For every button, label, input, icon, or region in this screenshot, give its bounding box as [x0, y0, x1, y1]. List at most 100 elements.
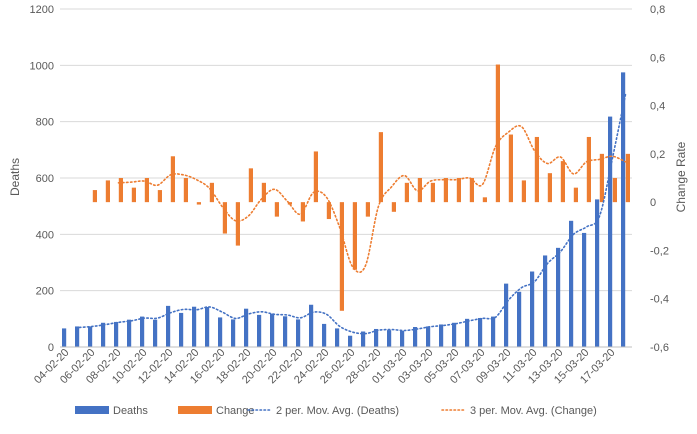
deaths-bar	[309, 304, 314, 347]
deaths-bar	[153, 319, 158, 347]
deaths-bar	[75, 326, 80, 347]
deaths-bar	[608, 116, 613, 347]
deaths-bar	[114, 321, 119, 347]
legend-label: Change	[216, 405, 255, 417]
deaths-bar	[491, 316, 496, 347]
change-bar	[404, 182, 409, 203]
deaths-bar	[452, 322, 457, 347]
deaths-bar	[101, 322, 106, 347]
change-bar	[391, 202, 396, 212]
deaths-bar	[387, 330, 392, 347]
deaths-bar	[621, 72, 626, 347]
deaths-bar	[582, 232, 587, 347]
deaths-bar	[322, 323, 327, 347]
legend-swatch	[178, 406, 212, 414]
deaths-bar	[400, 330, 405, 347]
gridlines	[60, 8, 632, 292]
deaths-bar	[543, 255, 548, 347]
change-bar	[625, 153, 630, 203]
deaths-bar	[244, 308, 249, 347]
change-bar	[326, 202, 331, 220]
y-axis-title: Deaths	[8, 158, 22, 196]
deaths-bar	[413, 327, 418, 347]
y2-tick-label: 0,4	[650, 101, 665, 113]
change-bar	[196, 202, 201, 205]
y-tick-label: 1200	[30, 4, 54, 16]
change-bar	[118, 178, 123, 203]
y2-axis-title: Change Rate	[674, 141, 688, 212]
deaths-bar	[335, 328, 340, 347]
change-bar	[443, 178, 448, 203]
deaths-bar	[62, 328, 67, 347]
deaths-bar	[556, 247, 561, 347]
change-bar	[222, 202, 227, 234]
legend-label: 3 per. Mov. Avg. (Change)	[470, 405, 597, 417]
deaths-bar	[166, 305, 171, 347]
change-bar	[105, 180, 110, 203]
deaths-bar	[218, 317, 223, 347]
change-bar	[469, 178, 474, 203]
deaths-moving-average-line	[78, 93, 627, 335]
y2-tick-label: -0,4	[650, 294, 669, 306]
change-bar	[131, 187, 136, 203]
change-bar	[573, 187, 578, 203]
change-moving-average-line	[117, 124, 627, 274]
deaths-bar	[569, 220, 574, 347]
deaths-bar	[231, 319, 236, 347]
change-bar	[482, 197, 487, 203]
deaths-bar	[127, 319, 132, 347]
deaths-bar	[205, 307, 210, 347]
deaths-bar	[374, 328, 379, 347]
deaths-bar	[140, 316, 145, 347]
deaths-bar	[465, 318, 470, 347]
legend: Deaths Change 2 per. Mov. Avg. (Deaths) 3 p…	[75, 405, 597, 417]
change-bar	[170, 156, 175, 203]
deaths-bar	[179, 312, 184, 347]
change-bar	[430, 182, 435, 203]
y2-tick-label: 0,6	[650, 52, 665, 64]
legend-label: 2 per. Mov. Avg. (Deaths)	[276, 405, 399, 417]
legend-label: Deaths	[113, 405, 148, 417]
y-tick-label: 200	[36, 286, 54, 298]
change-bar	[235, 202, 240, 246]
change-bar	[92, 190, 97, 203]
deaths-bar	[426, 326, 431, 347]
y2-tick-label: 0	[650, 197, 656, 209]
deaths-bar	[361, 331, 366, 347]
y2-tick-label: -0,6	[650, 342, 669, 354]
deaths-bar	[270, 313, 275, 347]
bar-series	[62, 64, 630, 347]
change-bar	[261, 182, 266, 203]
change-bar	[534, 136, 539, 203]
deaths-bar	[257, 314, 262, 347]
legend-swatch	[75, 406, 109, 414]
change-bar	[157, 190, 162, 203]
change-bar	[586, 136, 591, 203]
change-bar	[547, 173, 552, 203]
change-bar	[313, 151, 318, 203]
change-bar	[352, 202, 357, 270]
y-tick-label: 0	[48, 342, 54, 354]
deaths-bar	[192, 306, 197, 347]
change-bar	[248, 168, 253, 203]
deaths-bar	[348, 335, 353, 347]
deaths-bar	[478, 317, 483, 347]
change-bar	[274, 202, 279, 217]
y-tick-label: 400	[36, 229, 54, 241]
deaths-bar	[439, 324, 444, 347]
deaths-bar	[283, 316, 288, 347]
deaths-bar	[504, 283, 509, 347]
change-bar	[287, 202, 292, 205]
deaths-bar	[530, 271, 535, 347]
change-bar	[508, 134, 513, 203]
y2-tick-label: 0,2	[650, 149, 665, 161]
deaths-bar	[296, 319, 301, 347]
change-bar	[612, 178, 617, 203]
change-bar	[144, 178, 149, 203]
change-bar	[599, 153, 604, 203]
change-bar	[495, 64, 500, 203]
y2-tick-label: -0,2	[650, 245, 669, 257]
change-bar	[378, 132, 383, 203]
